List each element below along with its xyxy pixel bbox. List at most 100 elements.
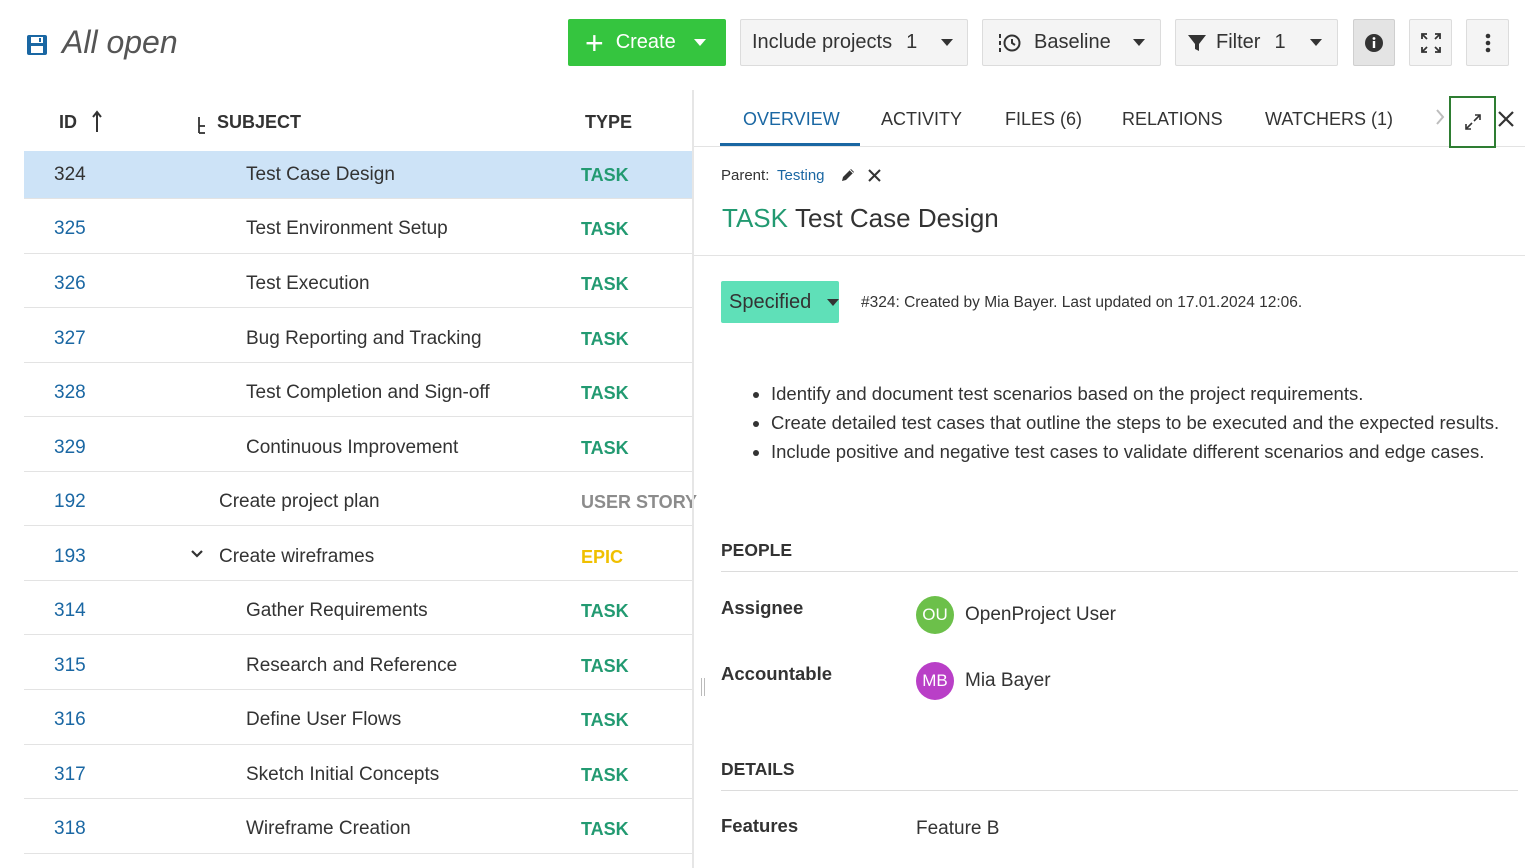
table-row[interactable]: 326 Test Execution TASK: [24, 254, 692, 308]
chevron-down-icon[interactable]: [190, 549, 204, 559]
plus-icon: +: [585, 24, 604, 61]
work-package-meta: #324: Created by Mia Bayer. Last updated…: [861, 294, 1303, 311]
row-subject[interactable]: Wireframe Creation: [246, 818, 411, 839]
caret-down-icon: [1132, 39, 1145, 46]
filter-button[interactable]: Filter 1: [1175, 19, 1338, 66]
row-id[interactable]: 316: [54, 709, 86, 730]
close-icon[interactable]: [1496, 109, 1516, 129]
column-header-id[interactable]: ID: [59, 112, 77, 132]
row-subject[interactable]: Bug Reporting and Tracking: [246, 328, 482, 349]
chevron-right-icon[interactable]: [1434, 107, 1446, 127]
row-id[interactable]: 327: [54, 328, 86, 349]
row-subject[interactable]: Continuous Improvement: [246, 437, 459, 458]
row-id[interactable]: 318: [54, 818, 86, 839]
row-type: TASK: [581, 165, 629, 185]
column-header-type[interactable]: TYPE: [585, 112, 633, 132]
row-type: TASK: [581, 219, 629, 239]
more-vertical-icon: [1485, 33, 1490, 52]
tab-overview[interactable]: OVERVIEW: [743, 109, 840, 129]
row-subject[interactable]: Test Execution: [246, 273, 370, 294]
include-projects-button[interactable]: Include projects 1: [740, 19, 968, 66]
sort-ascending-icon[interactable]: [91, 110, 103, 134]
row-type: EPIC: [581, 547, 624, 567]
row-subject[interactable]: Test Case Design: [246, 164, 395, 185]
work-package-title[interactable]: Test Case Design: [795, 203, 999, 233]
row-subject[interactable]: Create project plan: [219, 491, 380, 512]
create-button[interactable]: + Create: [568, 19, 726, 66]
table-row[interactable]: 317 Sketch Initial Concepts TASK: [24, 745, 692, 799]
resize-handle[interactable]: [701, 678, 705, 696]
expand-fullscreen-button[interactable]: [1449, 96, 1496, 148]
pencil-icon[interactable]: [840, 167, 856, 183]
row-subject[interactable]: Test Environment Setup: [246, 218, 448, 239]
page-title: All open: [62, 24, 178, 60]
row-id[interactable]: 329: [54, 437, 86, 458]
table-row[interactable]: 314 Gather Requirements TASK: [24, 581, 692, 635]
section-title-people: PEOPLE: [721, 540, 792, 560]
tabs-divider: [694, 146, 1525, 147]
description[interactable]: Identify and document test scenarios bas…: [751, 382, 1499, 469]
section-title-details: DETAILS: [721, 759, 795, 779]
row-id[interactable]: 192: [54, 491, 86, 512]
table-row[interactable]: 327 Bug Reporting and Tracking TASK: [24, 308, 692, 363]
expand-icon: [1464, 114, 1481, 130]
row-type: USER STORY: [581, 492, 698, 512]
remove-parent-icon[interactable]: [867, 168, 882, 183]
include-projects-label: Include projects: [752, 31, 893, 53]
row-id[interactable]: 315: [54, 655, 86, 676]
row-id[interactable]: 193: [54, 546, 86, 567]
row-id[interactable]: 326: [54, 273, 86, 294]
details-view-button[interactable]: [1353, 19, 1395, 66]
tab-watchers[interactable]: WATCHERS (1): [1265, 109, 1393, 129]
row-subject[interactable]: Research and Reference: [246, 655, 458, 676]
row-id[interactable]: 314: [54, 600, 86, 621]
table-row[interactable]: 329 Continuous Improvement TASK: [24, 417, 692, 472]
row-subject[interactable]: Gather Requirements: [246, 600, 428, 621]
fullscreen-button[interactable]: [1409, 19, 1452, 66]
table-row[interactable]: 318 Wireframe Creation TASK: [24, 799, 692, 854]
more-menu-button[interactable]: [1466, 19, 1509, 66]
row-subject[interactable]: Test Completion and Sign-off: [246, 382, 490, 403]
baseline-history-icon: [999, 33, 1021, 52]
row-type: TASK: [581, 383, 629, 403]
table-row[interactable]: 193 Create wireframes EPIC: [24, 526, 692, 581]
row-subject[interactable]: Create wireframes: [219, 546, 375, 567]
parent-label: Parent:: [721, 167, 770, 184]
parent-link[interactable]: Testing: [777, 167, 825, 184]
active-tab-indicator: [720, 143, 860, 146]
hierarchy-icon[interactable]: [195, 115, 209, 135]
table-row[interactable]: 325 Test Environment Setup TASK: [24, 199, 692, 254]
table-row[interactable]: 192 Create project plan USER STORY: [24, 472, 697, 526]
tab-relations[interactable]: RELATIONS: [1122, 109, 1223, 129]
row-id[interactable]: 317: [54, 764, 86, 785]
assignee-value[interactable]: OpenProject User: [965, 604, 1117, 625]
tab-files[interactable]: FILES (6): [1005, 109, 1083, 129]
table-row[interactable]: 316 Define User Flows TASK: [24, 690, 692, 745]
filter-count: 1: [1274, 31, 1286, 53]
column-header-subject[interactable]: SUBJECT: [217, 112, 302, 132]
row-subject[interactable]: Define User Flows: [246, 709, 402, 730]
baseline-button[interactable]: Baseline: [982, 19, 1161, 66]
table-row[interactable]: 328 Test Completion and Sign-off TASK: [24, 363, 692, 417]
row-type: TASK: [581, 765, 629, 785]
features-value[interactable]: Feature B: [916, 818, 1000, 839]
row-type: TASK: [581, 656, 629, 676]
include-projects-count: 1: [906, 31, 918, 53]
baseline-label: Baseline: [1034, 31, 1111, 53]
row-type: TASK: [581, 819, 629, 839]
caret-down-icon: [941, 39, 954, 46]
row-id[interactable]: 328: [54, 382, 86, 403]
caret-down-icon: [827, 298, 840, 306]
row-id[interactable]: 325: [54, 218, 86, 239]
description-item: Create detailed test cases that outline …: [771, 411, 1499, 434]
status-dropdown[interactable]: Specified: [721, 281, 840, 323]
row-subject[interactable]: Sketch Initial Concepts: [246, 764, 440, 785]
row-id[interactable]: 324: [54, 164, 86, 185]
table-row[interactable]: 315 Research and Reference TASK: [24, 635, 692, 690]
tab-activity[interactable]: ACTIVITY: [881, 109, 963, 129]
accountable-value[interactable]: Mia Bayer: [965, 670, 1051, 691]
table-row[interactable]: 324 Test Case Design TASK: [24, 151, 692, 199]
caret-down-icon: [693, 39, 706, 46]
features-label: Features: [721, 815, 799, 836]
save-icon[interactable]: [26, 34, 48, 56]
